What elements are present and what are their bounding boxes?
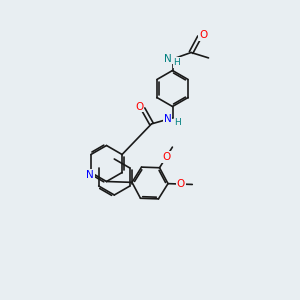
Text: H: H [174,118,181,127]
Text: O: O [177,179,185,189]
Text: O: O [199,30,207,40]
Text: N: N [86,170,94,180]
Text: N: N [164,53,172,64]
Text: O: O [135,101,144,112]
Text: O: O [162,152,170,162]
Text: N: N [164,114,171,124]
Text: H: H [173,58,180,67]
